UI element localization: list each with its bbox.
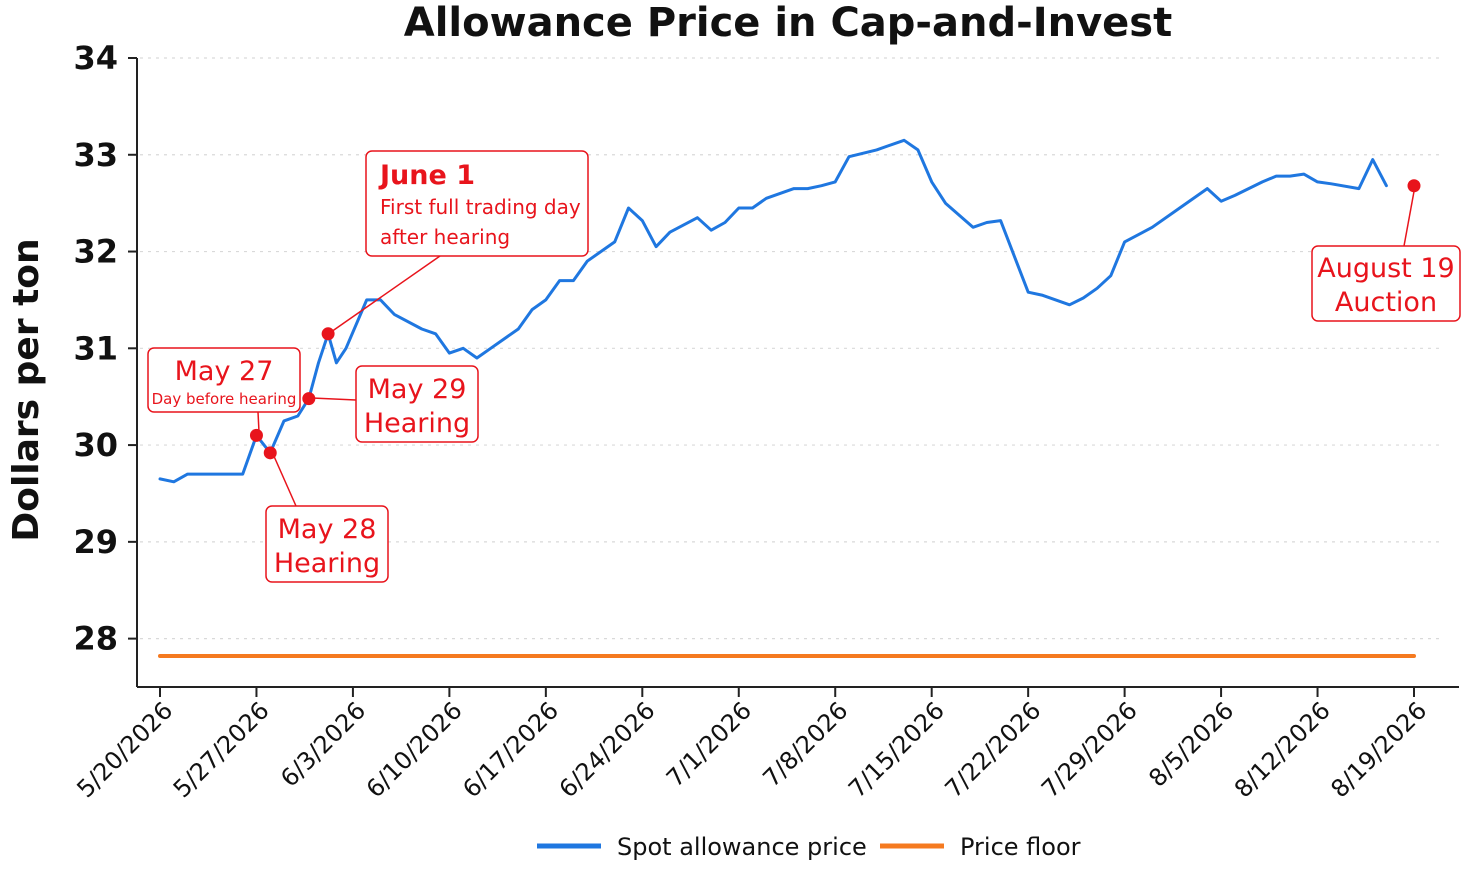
x-tick-label-5: 6/24/2026	[554, 696, 661, 803]
y-tick-label-29: 29	[73, 523, 118, 561]
marker-aug19	[1407, 179, 1421, 193]
y-ticks: 28 29 30 31 32 33 34	[73, 39, 137, 658]
legend: Spot allowance price Price floor	[537, 833, 1081, 861]
y-tick-label-28: 28	[73, 620, 118, 658]
y-tick-label-30: 30	[73, 426, 118, 464]
marker-may27	[249, 428, 263, 442]
annotation-box-may28	[265, 505, 389, 583]
x-tick-label-9: 7/22/2026	[940, 696, 1047, 803]
annotation-title-aug19: August 19	[1317, 253, 1454, 284]
x-tick-label-6: 7/1/2026	[661, 696, 757, 792]
annotation-subtitle-june1-line1: First full trading day	[380, 195, 581, 219]
annotation-box-june1	[365, 150, 589, 257]
legend-label-price-floor: Price floor	[960, 833, 1081, 861]
x-tick-label-8: 7/15/2026	[843, 696, 950, 803]
marker-june1	[321, 327, 335, 341]
chart-title: Allowance Price in Cap-and-Invest	[404, 0, 1172, 46]
marker-may29	[302, 392, 316, 406]
annotation-title-may27: May 27	[175, 356, 274, 387]
annotation-box-may29	[355, 365, 479, 443]
annotation-subtitle-may28: Hearing	[274, 548, 380, 579]
annotations: May 27 Day before hearing May 28 Hearing…	[147, 150, 1461, 583]
annotation-title-june1: June 1	[378, 160, 475, 191]
x-tick-label-4: 6/17/2026	[457, 696, 564, 803]
annotation-subtitle-may29: Hearing	[364, 408, 470, 439]
x-tick-label-3: 6/10/2026	[361, 696, 468, 803]
annotation-leader-may29	[311, 397, 357, 401]
annotation-leader-may28	[272, 453, 297, 507]
x-tick-label-2: 6/3/2026	[275, 696, 371, 792]
annotation-subtitle-aug19: Auction	[1335, 287, 1437, 318]
x-tick-label-1: 5/27/2026	[168, 696, 275, 803]
annotation-leader-aug19	[1403, 185, 1416, 247]
annotation-subtitle-june1-line2: after hearing	[380, 225, 510, 249]
annotation-title-may29: May 29	[368, 374, 467, 405]
y-tick-label-34: 34	[73, 39, 118, 77]
legend-label-spot-price: Spot allowance price	[617, 833, 867, 861]
annotation-leader-may27	[257, 411, 260, 433]
y-tick-label-31: 31	[73, 329, 118, 367]
axes	[136, 58, 1459, 688]
marker-may28	[263, 446, 277, 460]
x-tick-label-10: 7/29/2026	[1036, 696, 1143, 803]
annotation-box-aug19	[1311, 245, 1461, 322]
annotation-subtitle-may27: Day before hearing	[152, 390, 297, 408]
x-tick-label-12: 8/12/2026	[1229, 696, 1336, 803]
annotation-leader-june1	[330, 255, 441, 333]
y-tick-label-32: 32	[73, 233, 118, 271]
series-line-spot-price	[158, 138, 1388, 484]
annotation-title-may28: May 28	[278, 514, 377, 545]
annotation-box-may27	[147, 347, 301, 413]
x-tick-label-0: 5/20/2026	[71, 696, 178, 803]
y-axis-label: Dollars per ton	[6, 238, 47, 541]
annotation-markers	[249, 179, 1421, 460]
series	[158, 138, 1416, 658]
x-tick-label-13: 8/19/2026	[1325, 696, 1432, 803]
x-tick-label-7: 7/8/2026	[757, 696, 853, 792]
y-tick-label-33: 33	[73, 136, 118, 174]
x-tick-label-11: 8/5/2026	[1143, 696, 1239, 792]
